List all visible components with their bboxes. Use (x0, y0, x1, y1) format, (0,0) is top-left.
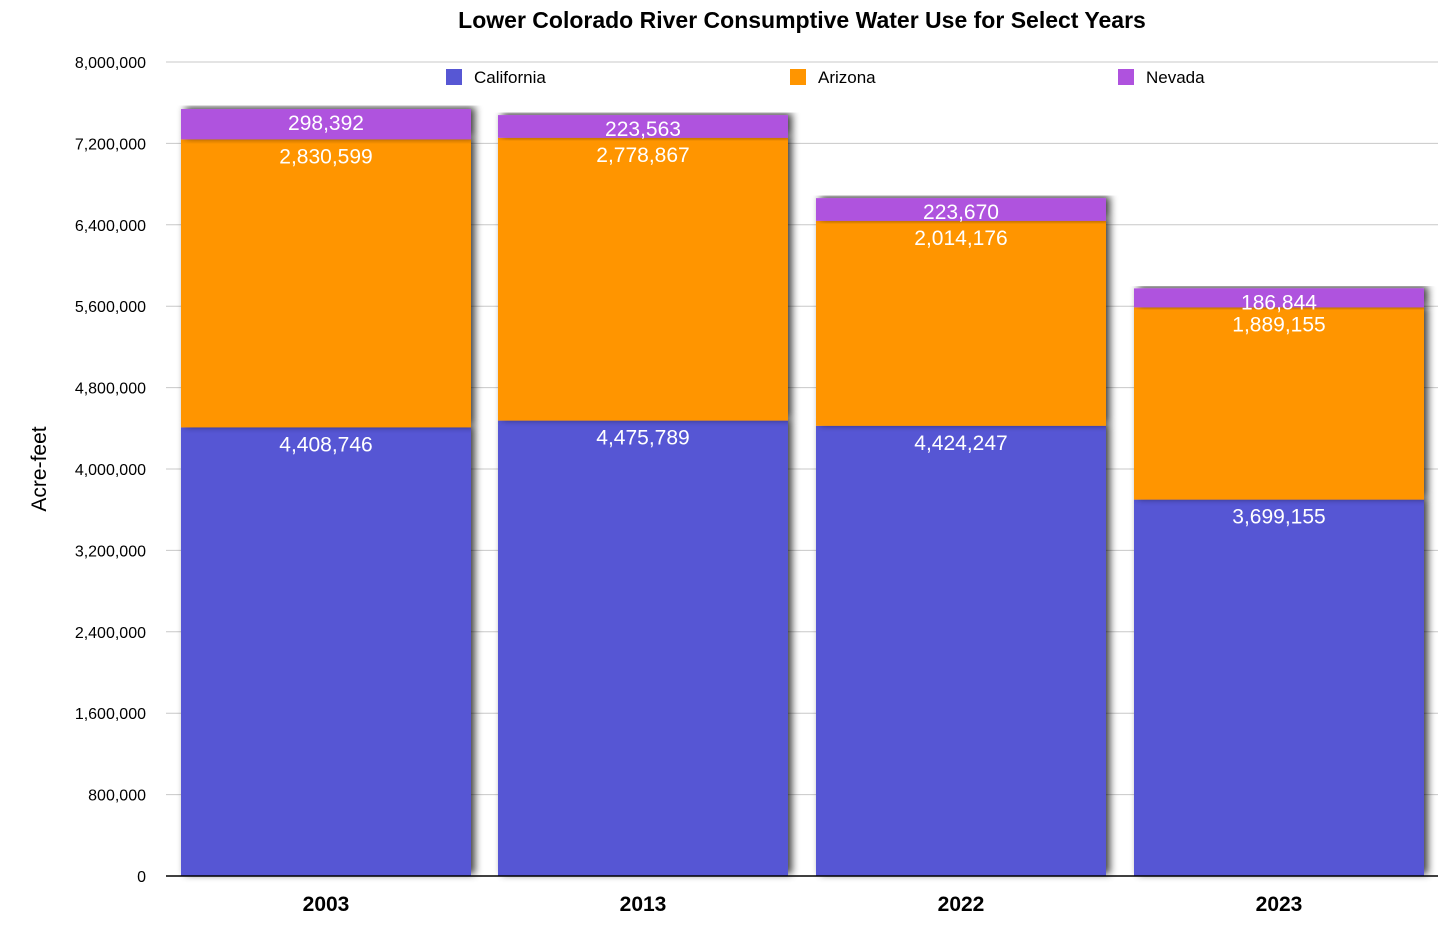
data-label-nevada-2003: 298,392 (288, 112, 364, 135)
data-label-california-2013: 4,475,789 (596, 427, 689, 450)
bar-nevada-2003 (181, 109, 471, 140)
data-label-arizona-2013: 2,778,867 (596, 144, 689, 167)
y-tick-label: 6,400,000 (75, 218, 146, 235)
legend-label-nevada: Nevada (1146, 68, 1205, 87)
y-tick-label: 800,000 (88, 788, 146, 805)
y-tick-label: 4,800,000 (75, 381, 146, 398)
y-tick-label: 5,600,000 (75, 299, 146, 316)
y-axis-title: Acre-feet (28, 426, 51, 511)
data-label-arizona-2003: 2,830,599 (279, 145, 372, 168)
legend: California Arizona Nevada (446, 68, 1205, 87)
legend-label-california: California (474, 68, 546, 87)
data-label-nevada-2013: 223,563 (605, 118, 681, 141)
bar-california-2023 (1134, 499, 1424, 876)
bar-arizona-2003 (181, 139, 471, 428)
y-tick-label: 1,600,000 (75, 706, 146, 723)
bar-arizona-2023 (1134, 307, 1424, 500)
bar-stack-2003 (181, 109, 471, 876)
y-tick-label: 3,200,000 (75, 543, 146, 560)
data-label-arizona-2022: 2,014,176 (914, 227, 1007, 250)
legend-swatch-arizona (790, 69, 806, 85)
chart-title: Lower Colorado River Consumptive Water U… (458, 7, 1146, 33)
bar-arizona-2022 (816, 220, 1106, 426)
bar-california-2022 (816, 425, 1106, 876)
y-tick-label: 2,400,000 (75, 625, 146, 642)
data-label-california-2022: 4,424,247 (914, 432, 1007, 455)
legend-label-arizona: Arizona (818, 68, 876, 87)
bar-california-2013 (498, 420, 788, 876)
x-axis-ticks: 2003 2013 2022 2023 (303, 893, 1303, 916)
bar-stack-2023 (1134, 288, 1424, 876)
data-label-nevada-2022: 223,670 (923, 201, 999, 224)
x-tick-label: 2003 (303, 893, 350, 916)
bar-stack-2022 (816, 198, 1106, 876)
bar-california-2003 (181, 427, 471, 876)
x-tick-label: 2013 (620, 893, 667, 916)
x-tick-label: 2022 (938, 893, 985, 916)
bar-nevada-2013 (498, 115, 788, 138)
x-tick-label: 2023 (1256, 893, 1303, 916)
data-labels: 4,408,746 2,830,599 298,392 4,475,789 2,778,… (279, 112, 1325, 529)
data-label-california-2023: 3,699,155 (1232, 506, 1325, 529)
y-tick-label: 8,000,000 (75, 55, 146, 72)
bar-arizona-2013 (498, 137, 788, 421)
data-label-arizona-2023: 1,889,155 (1232, 313, 1325, 336)
y-tick-label: 4,000,000 (75, 462, 146, 479)
y-tick-label: 7,200,000 (75, 136, 146, 153)
data-label-nevada-2023: 186,844 (1241, 291, 1317, 314)
legend-swatch-nevada (1118, 69, 1134, 85)
bar-stack-2013 (498, 115, 788, 876)
y-tick-label: 0 (137, 869, 146, 886)
bars (181, 109, 1424, 876)
data-label-california-2003: 4,408,746 (279, 433, 372, 456)
legend-swatch-california (446, 69, 462, 85)
y-axis-ticks: 0 800,000 1,600,000 2,400,000 3,200,000 4,000… (75, 55, 146, 886)
bar-nevada-2023 (1134, 288, 1424, 308)
bar-nevada-2022 (816, 198, 1106, 221)
